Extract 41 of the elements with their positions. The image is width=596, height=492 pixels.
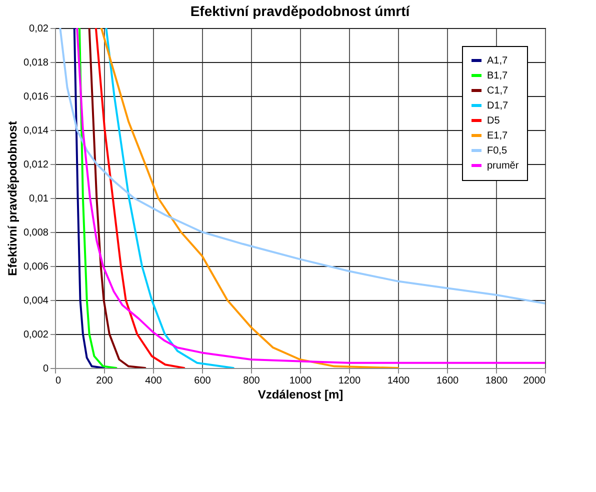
- x-tick-label: 1000: [289, 376, 312, 386]
- line-series: [100, 28, 399, 368]
- x-tick-label: 600: [194, 376, 212, 386]
- x-tick-label: 1200: [338, 376, 362, 386]
- line-series: [59, 28, 545, 304]
- x-tick-label: 0: [56, 376, 62, 386]
- y-tick-label: 0,004: [23, 296, 49, 306]
- y-tick-label: 0,012: [23, 160, 49, 170]
- y-tick-label: 0,002: [23, 330, 49, 340]
- x-tick-label: 200: [96, 376, 114, 386]
- line-series: [105, 28, 234, 368]
- y-tick-label: 0,014: [23, 126, 49, 136]
- line-series: [73, 28, 105, 368]
- legend-label: C1,7: [487, 86, 509, 96]
- legend-label: F0,5: [487, 146, 508, 156]
- legend-label: D5: [487, 116, 500, 126]
- legend-label: pruměr: [487, 160, 520, 172]
- chart-title: Efektivní pravděpodobnost úmrtí: [190, 3, 411, 19]
- y-tick-label: 0: [42, 364, 49, 374]
- legend-label: B1,7: [487, 70, 508, 82]
- y-tick-label: 0,016: [23, 92, 49, 102]
- y-axis-title: Efektivní pravděpodobnost: [5, 121, 20, 276]
- x-tick-label: 2000: [523, 376, 546, 386]
- y-tick-label: 0,006: [23, 262, 49, 272]
- x-tick-label: 1400: [387, 376, 410, 386]
- x-tick-label: 1600: [436, 376, 460, 386]
- x-tick-label: 800: [243, 376, 260, 386]
- y-tick-label: 0,008: [23, 228, 49, 238]
- y-tick-label: 0,018: [23, 58, 49, 68]
- line-series: [88, 28, 146, 368]
- y-tick-label: 0,01: [29, 194, 49, 204]
- line-series: [78, 28, 118, 368]
- legend-label: D1,7: [487, 100, 509, 112]
- y-tick-label: 0,02: [29, 24, 49, 34]
- line-series: [76, 28, 545, 364]
- x-tick-label: 1800: [485, 376, 508, 386]
- x-axis-title: Vzdálenost [m]: [258, 388, 344, 402]
- x-tick-label: 400: [145, 376, 162, 386]
- legend-label: E1,7: [487, 130, 508, 142]
- line-series: [94, 28, 186, 368]
- legend-label: A1,7: [487, 56, 508, 66]
